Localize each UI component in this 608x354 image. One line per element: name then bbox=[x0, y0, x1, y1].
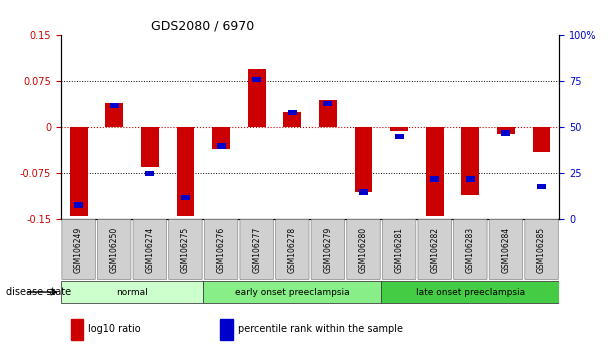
Text: GSM106282: GSM106282 bbox=[430, 227, 439, 273]
Bar bbox=[145, 171, 154, 176]
Text: early onset preeclampsia: early onset preeclampsia bbox=[235, 287, 350, 297]
Bar bbox=[359, 189, 368, 195]
FancyBboxPatch shape bbox=[275, 219, 309, 280]
Bar bbox=[354, 127, 372, 192]
Bar bbox=[74, 202, 83, 207]
Text: GSM106285: GSM106285 bbox=[537, 227, 546, 273]
Text: GSM106283: GSM106283 bbox=[466, 227, 475, 273]
Text: GSM106250: GSM106250 bbox=[109, 227, 119, 273]
FancyBboxPatch shape bbox=[204, 219, 238, 280]
FancyBboxPatch shape bbox=[347, 219, 380, 280]
Bar bbox=[176, 127, 195, 216]
Bar bbox=[288, 110, 297, 115]
Bar bbox=[212, 127, 230, 149]
Text: GDS2080 / 6970: GDS2080 / 6970 bbox=[151, 20, 254, 33]
FancyBboxPatch shape bbox=[97, 219, 131, 280]
FancyBboxPatch shape bbox=[61, 281, 203, 303]
Bar bbox=[426, 127, 444, 216]
FancyBboxPatch shape bbox=[418, 219, 452, 280]
Text: GSM106274: GSM106274 bbox=[145, 227, 154, 273]
Bar bbox=[466, 176, 475, 182]
Bar bbox=[181, 195, 190, 200]
Bar bbox=[319, 100, 337, 127]
FancyBboxPatch shape bbox=[489, 219, 523, 280]
Text: GSM106280: GSM106280 bbox=[359, 227, 368, 273]
Bar bbox=[220, 319, 233, 340]
Bar bbox=[141, 127, 159, 167]
Bar bbox=[537, 184, 546, 189]
Text: late onset preeclampsia: late onset preeclampsia bbox=[416, 287, 525, 297]
FancyBboxPatch shape bbox=[381, 281, 559, 303]
Text: GSM106281: GSM106281 bbox=[395, 227, 404, 273]
Bar bbox=[461, 127, 479, 195]
Text: percentile rank within the sample: percentile rank within the sample bbox=[238, 324, 402, 334]
FancyBboxPatch shape bbox=[454, 219, 487, 280]
FancyBboxPatch shape bbox=[311, 219, 345, 280]
Text: GSM106277: GSM106277 bbox=[252, 227, 261, 273]
Text: GSM106249: GSM106249 bbox=[74, 227, 83, 273]
FancyBboxPatch shape bbox=[525, 219, 558, 280]
Bar bbox=[430, 176, 439, 182]
Text: disease state: disease state bbox=[6, 287, 71, 297]
Bar bbox=[247, 69, 266, 127]
Text: GSM106278: GSM106278 bbox=[288, 227, 297, 273]
Text: GSM106276: GSM106276 bbox=[216, 227, 226, 273]
Bar bbox=[71, 319, 83, 340]
FancyBboxPatch shape bbox=[203, 281, 381, 303]
Bar bbox=[216, 143, 226, 149]
Bar bbox=[497, 127, 515, 133]
Bar bbox=[323, 101, 333, 106]
FancyBboxPatch shape bbox=[382, 219, 416, 280]
Bar bbox=[395, 134, 404, 139]
Bar bbox=[533, 127, 550, 152]
FancyBboxPatch shape bbox=[168, 219, 202, 280]
Bar bbox=[70, 127, 88, 216]
Bar bbox=[105, 103, 123, 127]
Bar bbox=[390, 127, 408, 131]
Bar bbox=[252, 77, 261, 82]
Text: normal: normal bbox=[116, 287, 148, 297]
FancyBboxPatch shape bbox=[240, 219, 274, 280]
FancyBboxPatch shape bbox=[62, 219, 95, 280]
Bar bbox=[110, 103, 119, 108]
Text: log10 ratio: log10 ratio bbox=[88, 324, 141, 334]
Text: GSM106279: GSM106279 bbox=[323, 227, 333, 273]
Text: GSM106275: GSM106275 bbox=[181, 227, 190, 273]
Bar bbox=[283, 112, 301, 127]
FancyBboxPatch shape bbox=[133, 219, 167, 280]
Text: GSM106284: GSM106284 bbox=[502, 227, 511, 273]
Bar bbox=[502, 130, 510, 136]
